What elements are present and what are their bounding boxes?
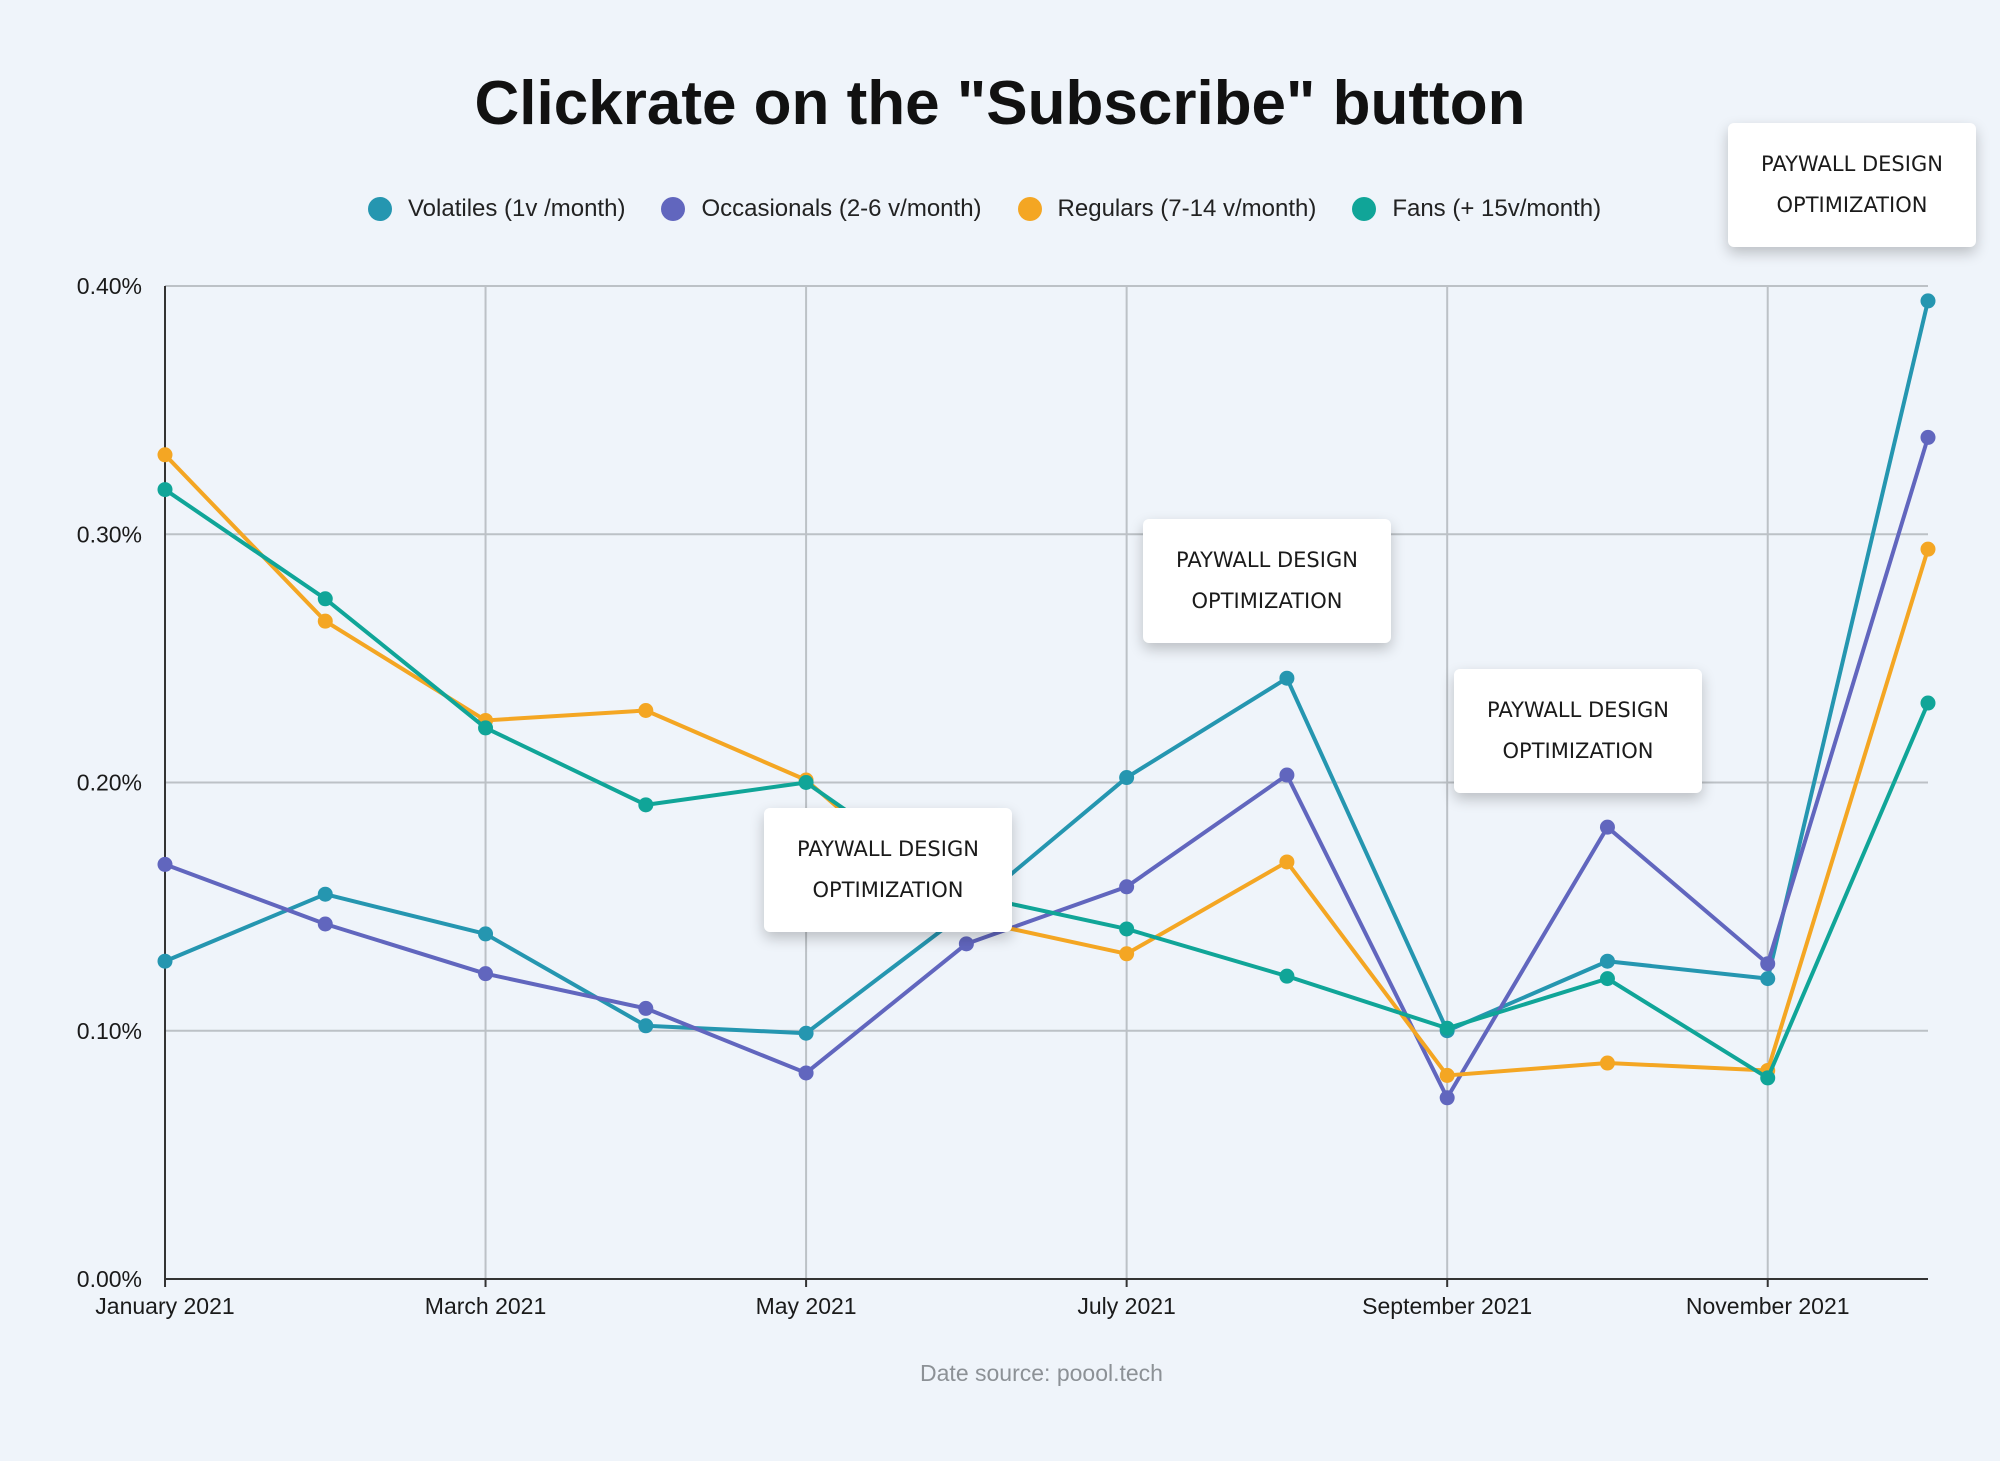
data-point-series-4 [1119,921,1135,937]
source-note: Date source: poool.tech [920,1360,1163,1386]
data-point-series-4 [1920,695,1936,711]
data-point-series-3 [1279,854,1295,870]
data-point-series-2 [157,856,173,872]
legend-item: Fans (+ 15v/month) [1352,195,1601,223]
x-tick-label: September 2021 [1362,1293,1532,1319]
y-tick-label: 0.10% [77,1018,142,1044]
data-point-series-2 [478,966,494,982]
data-point-series-2 [317,916,333,932]
data-point-series-3 [157,447,173,463]
data-point-series-2 [1119,879,1135,895]
data-point-series-4 [317,591,333,607]
series-line-4 [163,487,1930,1080]
data-point-series-1 [1119,770,1135,786]
legend-label: Regulars (7-14 v/month) [1057,195,1317,222]
data-point-series-3 [638,703,654,719]
y-tick-label: 0.20% [77,770,142,796]
y-tick-label: 0.00% [77,1266,142,1292]
legend-marker [1017,197,1042,221]
data-point-series-4 [1599,971,1615,987]
legend-label: Fans (+ 15v/month) [1392,195,1602,222]
data-point-series-2 [638,1000,654,1016]
data-point-series-4 [1439,1020,1455,1036]
data-point-series-1 [317,886,333,902]
legend-marker [661,197,686,221]
series-line-2 [163,435,1930,1100]
data-point-series-2 [958,936,974,952]
data-point-series-4 [638,797,654,813]
data-point-series-4 [1760,1070,1776,1086]
legend-item: Volatiles (1v /month) [368,195,625,223]
data-point-series-1 [478,926,494,942]
data-point-series-2 [1599,819,1615,835]
data-point-series-3 [1119,946,1135,962]
data-point-series-3 [1599,1055,1615,1071]
data-point-series-3 [1439,1067,1455,1083]
data-point-series-1 [1760,971,1776,987]
data-point-series-4 [1279,968,1295,984]
data-point-series-1 [1599,953,1615,969]
data-point-series-1 [1279,670,1295,686]
annotation-callout-december: PAYWALL DESIGN OPTIMIZATION [1728,123,1976,247]
data-point-series-3 [1920,541,1936,557]
data-point-series-1 [157,953,173,969]
annotation-callout-october: PAYWALL DESIGN OPTIMIZATION [1454,669,1702,793]
legend-marker [368,197,392,221]
data-point-series-1 [1920,293,1936,309]
data-point-series-4 [157,482,173,498]
data-point-series-4 [798,775,814,790]
data-point-series-2 [1439,1090,1455,1106]
x-tick-label: January 2021 [95,1293,234,1319]
data-point-series-2 [1279,767,1295,783]
annotation-callout-may: PAYWALL DESIGN OPTIMIZATION [764,808,1012,932]
data-point-series-2 [798,1065,814,1081]
data-point-series-4 [478,720,494,736]
y-tick-label: 0.40% [77,273,142,299]
legend-item: Occasionals (2-6 v/month) [661,195,982,223]
annotation-callout-august: PAYWALL DESIGN OPTIMIZATION [1143,519,1391,643]
chart-title: Clickrate on the "Subscribe" button [474,69,1526,138]
y-tick-label: 0.30% [77,521,142,547]
x-tick-label: November 2021 [1686,1293,1850,1319]
data-point-series-1 [798,1025,814,1041]
data-point-series-2 [1920,429,1936,445]
x-tick-label: July 2021 [1077,1293,1175,1319]
x-tick-label: March 2021 [425,1293,546,1319]
data-point-series-3 [317,613,333,629]
data-point-series-1 [638,1018,654,1034]
legend: Volatiles (1v /month) Occasionals (2-6 v/… [368,192,1637,226]
x-tick-label: May 2021 [756,1293,857,1319]
legend-label: Volatiles (1v /month) [408,195,626,222]
legend-marker [1352,197,1377,221]
data-point-series-2 [1760,956,1776,972]
legend-label: Occasionals (2-6 v/month) [701,195,982,222]
legend-item: Regulars (7-14 v/month) [1017,195,1317,223]
series-line-1 [163,298,1930,1036]
